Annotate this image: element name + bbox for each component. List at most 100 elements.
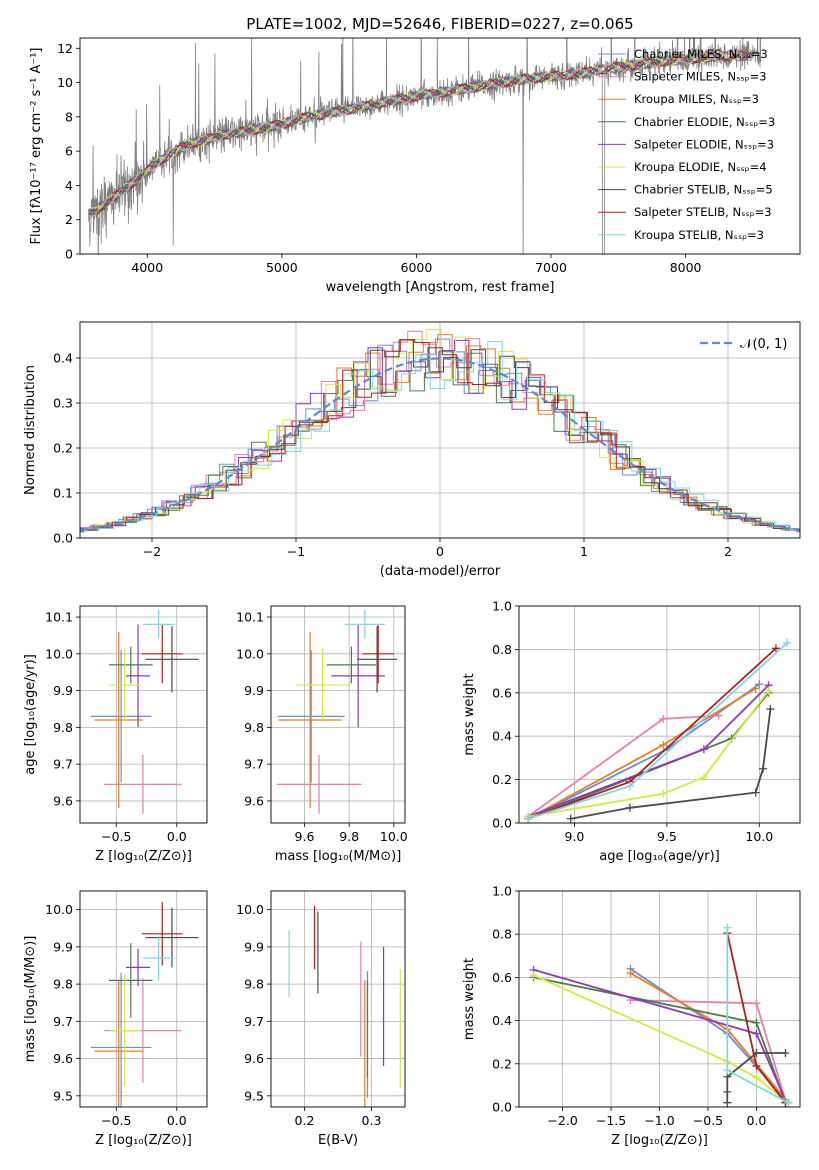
weight-marker-8 [783, 638, 792, 647]
y-axis-label: Normed distribution [23, 365, 38, 495]
y-tick-label: 0.2 [53, 441, 73, 456]
weight-marker-6 [766, 705, 775, 714]
x-tick-label: 0.3 [362, 1113, 382, 1128]
y-tick-label: 10 [57, 75, 73, 90]
weight-marker-6 [625, 803, 634, 812]
weight-line-5 [533, 974, 787, 1102]
y-tick-label: 0.4 [53, 351, 73, 366]
residual-histogram-8 [80, 341, 800, 533]
model-spectrum-8 [89, 50, 753, 219]
weight-line-0 [527, 683, 760, 820]
weight-marker-5 [659, 789, 668, 798]
figure-title: PLATE=1002, MJD=52646, FIBERID=0227, z=0… [246, 15, 633, 33]
legend-label: Salpeter ELODIE, Nₛₛₚ=3 [634, 137, 774, 151]
x-axis-label: (data-model)/error [380, 564, 501, 579]
x-tick-label: −0.5 [101, 829, 131, 844]
x-tick-label: 6000 [401, 260, 433, 275]
y-tick-label: 10.1 [236, 610, 264, 625]
x-tick-label: −1.5 [596, 1113, 626, 1128]
weight-marker-8 [524, 814, 533, 823]
weight-marker-6 [751, 788, 760, 797]
plot-area-residuals [80, 322, 800, 538]
y-tick-label: 4 [65, 178, 73, 193]
y-tick-label: 9.8 [53, 720, 73, 735]
y-tick-label: 9.9 [53, 939, 73, 954]
x-tick-label: 0 [436, 544, 444, 559]
y-tick-label: 0.6 [492, 685, 512, 700]
axes-spectrum: 4000 5000 6000 7000 8000 0 2 4 6 8 10 12 wavelength … [29, 37, 801, 295]
axes-frame [518, 605, 801, 824]
x-axis-label: mass [log₁₀(M/M⊙)] [275, 849, 402, 864]
weight-line-8 [527, 642, 788, 820]
y-tick-label: 8 [65, 109, 73, 124]
residual-histogram-6 [80, 339, 800, 532]
y-tick-label: 10.1 [45, 610, 73, 625]
weight-line-0 [629, 968, 790, 1104]
residual-histogram-5 [80, 328, 800, 532]
legend-label: Kroupa ELODIE, Nₛₛₚ=4 [634, 160, 767, 174]
weight-line-5 [528, 690, 770, 818]
x-tick-label: −0.5 [101, 1113, 131, 1128]
axes-mass-weight-vs-Z: −2.0 −1.5 −1.0 −0.5 0.0 0.0 0.2 0.4 0.6 0.8 1.0 Z [… [462, 884, 801, 1148]
y-tick-label: 10.0 [45, 902, 73, 917]
weight-marker-8 [723, 1066, 732, 1075]
axes-residuals: −2 −1 0 1 2 0.0 0.1 0.2 0.3 0.4 (data-model)/error… [23, 321, 801, 579]
x-axis-label: wavelength [Angstrom, rest frame] [326, 280, 555, 295]
axes-frame [79, 321, 801, 539]
weight-marker-6 [759, 764, 768, 773]
x-tick-label: 9.6 [295, 829, 315, 844]
x-axis-label: age [log₁₀(age/yr)] [599, 849, 720, 864]
axes-frame [79, 37, 801, 255]
plot-area-mass-vs-Z [80, 891, 207, 1107]
y-tick-label: 0.4 [492, 729, 512, 744]
legend-label: Kroupa MILES, Nₛₛₚ=3 [634, 92, 759, 106]
x-tick-label: 9.0 [565, 829, 585, 844]
weight-marker-1 [659, 714, 668, 723]
x-tick-label: 0.0 [167, 1113, 187, 1128]
axes-frame [270, 605, 406, 824]
x-tick-label: 5000 [266, 260, 298, 275]
y-tick-label: 9.8 [53, 977, 73, 992]
y-tick-label: 9.7 [53, 1014, 73, 1029]
x-tick-label: −2.0 [547, 1113, 577, 1128]
weight-marker-1 [714, 711, 723, 720]
weight-marker-8 [625, 782, 634, 791]
plot-area-mass-weight-vs-Z [519, 891, 800, 1107]
weight-marker-5 [764, 686, 773, 695]
weight-marker-8 [723, 923, 732, 932]
plot-area-spectrum [87, 38, 762, 254]
legend-label: Salpeter MILES, Nₛₛₚ=3 [634, 70, 767, 84]
x-tick-label: 4000 [131, 260, 163, 275]
y-axis-label: Flux [fλ10⁻¹⁷ erg cm⁻² s⁻¹ A⁻¹] [29, 48, 44, 245]
x-tick-label: 9.5 [657, 829, 677, 844]
y-tick-label: 9.5 [53, 1088, 73, 1103]
residual-histogram-3 [80, 351, 800, 532]
y-tick-label: 12 [57, 41, 73, 56]
weight-marker-0 [755, 680, 764, 689]
x-tick-label: 10.0 [745, 829, 773, 844]
weight-marker-3 [752, 1018, 761, 1027]
y-tick-label: 1.0 [492, 599, 512, 614]
x-axis-label: Z [log₁₀(Z/Z⊙)] [611, 1133, 708, 1148]
y-axis-label: mass weight [462, 673, 477, 755]
x-tick-label: 0.0 [167, 829, 187, 844]
legend-label: 𝒩(0, 1) [740, 337, 787, 352]
weight-marker-7 [771, 644, 780, 653]
plot-area-age-vs-mass [271, 606, 405, 823]
axes-frame [79, 890, 208, 1108]
y-tick-label: 0 [65, 247, 73, 262]
residual-histogram-4 [80, 339, 800, 533]
y-tick-label: 9.6 [244, 1051, 264, 1066]
y-tick-label: 9.5 [244, 1088, 264, 1103]
weight-marker-1 [752, 999, 761, 1008]
axes-frame [79, 605, 208, 824]
y-tick-label: 9.9 [53, 683, 73, 698]
weight-marker-4 [699, 745, 708, 754]
x-tick-label: 0.2 [295, 1113, 315, 1128]
weight-marker-2 [659, 740, 668, 749]
y-tick-label: 6 [65, 144, 73, 159]
weight-marker-4 [752, 1029, 761, 1038]
y-tick-label: 9.8 [244, 977, 264, 992]
weight-marker-6 [566, 814, 575, 823]
